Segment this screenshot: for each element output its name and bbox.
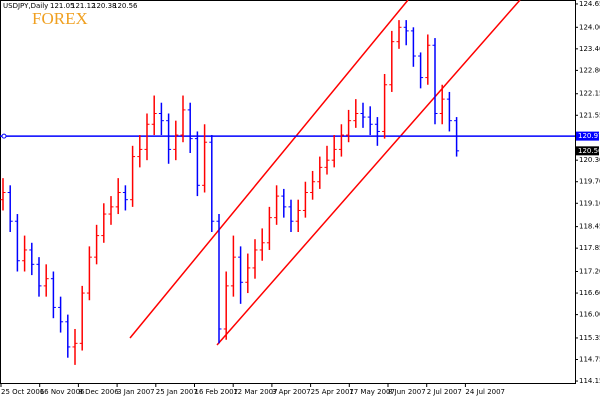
annotation: FOREX: [32, 9, 88, 28]
last-price-label: 120.56: [578, 147, 600, 155]
symbol: USDJPY,Daily: [3, 2, 48, 10]
y-tick-label: 115.35: [579, 334, 600, 342]
x-tick-label: 25 Apr 2007: [311, 388, 354, 396]
y-tick-label: 122.80: [579, 66, 600, 74]
y-tick-label: 116.00: [579, 311, 600, 319]
x-tick-label: 2 Jul 2007: [427, 388, 462, 396]
y-tick-label: 119.70: [579, 178, 600, 186]
y-tick-label: 114.15: [579, 377, 600, 385]
y-tick-label: 121.55: [579, 111, 600, 119]
plot-frame: [0, 0, 576, 384]
price-label: 120.97: [578, 132, 600, 140]
x-tick-label: 8 Dec 2006: [78, 388, 119, 396]
x-tick-label: 25 Oct 2006: [1, 388, 45, 396]
y-tick-label: 117.85: [579, 244, 600, 252]
y-tick-label: 114.75: [579, 356, 600, 364]
x-tick-label: 17 May 2007: [349, 388, 395, 396]
y-tick-label: 117.20: [579, 268, 600, 276]
header-value: 121.12: [71, 2, 96, 10]
x-tick-label: 25 Jan 2007: [156, 388, 198, 396]
x-tick-label: 3 Apr 2007: [272, 388, 311, 396]
y-tick-label: 120.30: [579, 156, 600, 164]
y-tick-label: 118.45: [579, 223, 600, 231]
y-tick-label: 124.65: [579, 0, 600, 8]
y-tick-label: 116.60: [579, 289, 600, 297]
x-tick-label: 24 Jul 2007: [465, 388, 505, 396]
x-tick-label: 8 Jun 2007: [388, 388, 426, 396]
x-tick-label: 3 Jan 2007: [117, 388, 155, 396]
header-value: 120.56: [113, 2, 138, 10]
y-tick-label: 119.10: [579, 199, 600, 207]
channel-line: [129, 0, 409, 339]
price-label-box: [576, 131, 599, 141]
y-tick-label: 123.40: [579, 45, 600, 53]
line-anchor: [1, 133, 7, 139]
y-tick-label: 122.15: [579, 90, 600, 98]
x-tick-label: 12 Mar 2007: [233, 388, 277, 396]
last-price-box: [576, 146, 599, 156]
channel-line: [216, 0, 521, 346]
header-value: 120.38: [92, 2, 117, 10]
x-tick-label: 16 Nov 2006: [40, 388, 85, 396]
x-tick-label: 16 Feb 2007: [195, 388, 239, 396]
y-tick-label: 124.00: [579, 23, 600, 31]
header-value: 121.05: [50, 2, 75, 10]
